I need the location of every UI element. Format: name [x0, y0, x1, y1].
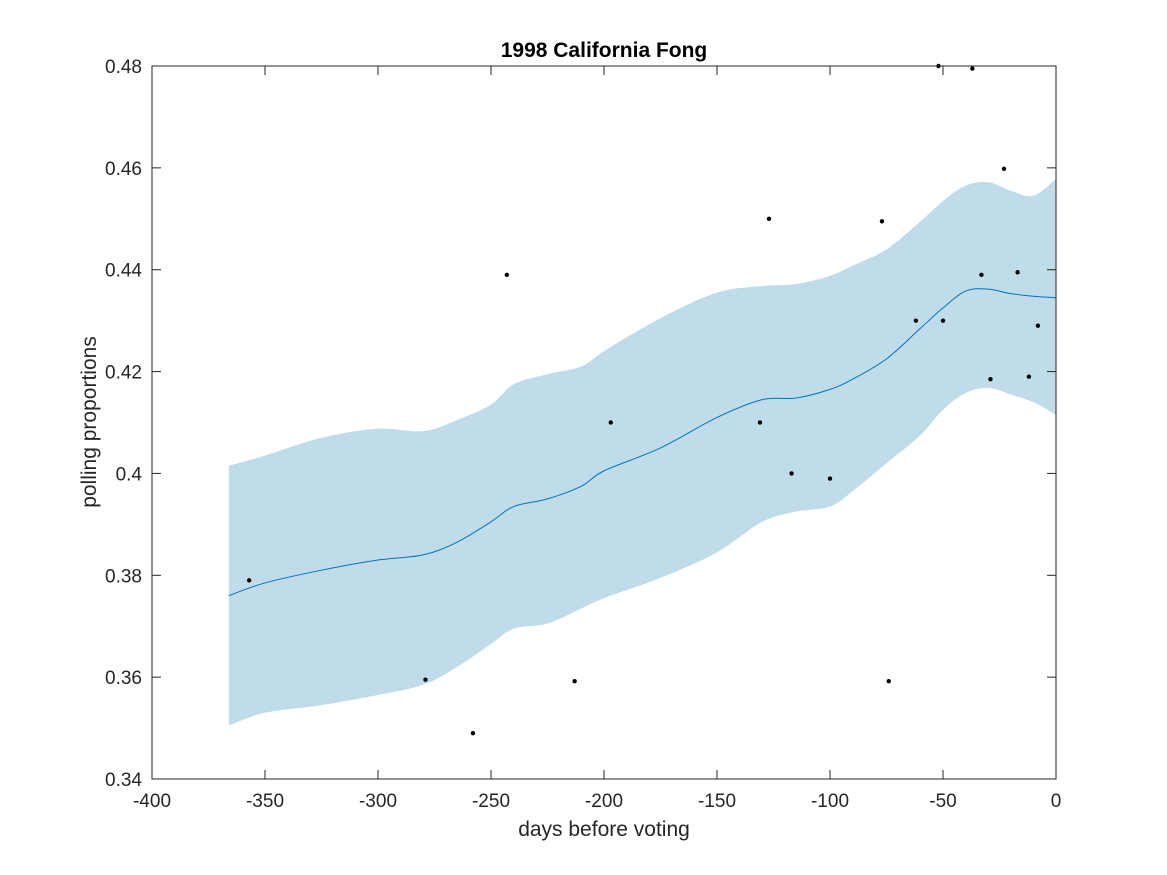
- y-tick-label: 0.48: [105, 57, 142, 78]
- trend-line: [228, 288, 1057, 597]
- data-point: [757, 420, 763, 425]
- x-tick-label: 0: [1051, 791, 1062, 812]
- data-point: [246, 578, 252, 583]
- y-tick-label: 0.4: [116, 464, 143, 485]
- data-point: [504, 272, 510, 278]
- data-point: [423, 677, 428, 682]
- data-point: [913, 318, 919, 323]
- data-point: [470, 730, 476, 736]
- x-tick-label: -250: [472, 791, 510, 812]
- data-point: [1015, 270, 1020, 275]
- data-point: [1026, 374, 1032, 379]
- confidence-band: [228, 179, 1057, 726]
- data-points-layer: [246, 63, 1041, 736]
- x-tick-label: -400: [133, 791, 171, 812]
- trend-line-layer: [228, 288, 1057, 597]
- data-point: [827, 476, 833, 481]
- x-tick-label: -150: [698, 791, 736, 812]
- x-tick-label: -350: [246, 791, 284, 812]
- x-tick-label: -50: [929, 791, 956, 812]
- y-tick-labels: 0.34 0.36 0.38 0.4 0.42 0.44 0.46 0.48: [105, 57, 142, 791]
- x-tick-labels: -400 -350 -300 -250 -200 -150 -100 -50 0: [133, 791, 1061, 812]
- data-point: [766, 216, 772, 221]
- y-tick-label: 0.44: [105, 261, 142, 282]
- data-point: [1035, 323, 1041, 328]
- x-tick-label: -100: [811, 791, 849, 812]
- data-point: [608, 420, 613, 425]
- data-point: [789, 471, 794, 476]
- chart-title: 1998 California Fong: [501, 39, 708, 62]
- confidence-band-layer: [228, 179, 1057, 726]
- y-axis-label: polling proportions: [78, 336, 101, 508]
- x-tick-label: -200: [585, 791, 623, 812]
- data-point: [1001, 166, 1007, 172]
- data-point: [940, 318, 946, 323]
- x-axis-label: days before voting: [518, 818, 690, 841]
- y-tick-label: 0.38: [105, 566, 142, 587]
- axes-layer: [151, 65, 1057, 780]
- data-point: [988, 377, 993, 382]
- y-tick-label: 0.46: [105, 159, 142, 180]
- y-tick-label: 0.42: [105, 363, 142, 384]
- data-point: [886, 679, 891, 684]
- data-point: [879, 219, 885, 224]
- data-point: [979, 272, 984, 278]
- data-point: [970, 66, 975, 71]
- data-point: [572, 679, 577, 684]
- y-tick-label: 0.34: [105, 770, 142, 791]
- x-tick-label: -300: [359, 791, 397, 812]
- y-tick-label: 0.36: [105, 668, 142, 689]
